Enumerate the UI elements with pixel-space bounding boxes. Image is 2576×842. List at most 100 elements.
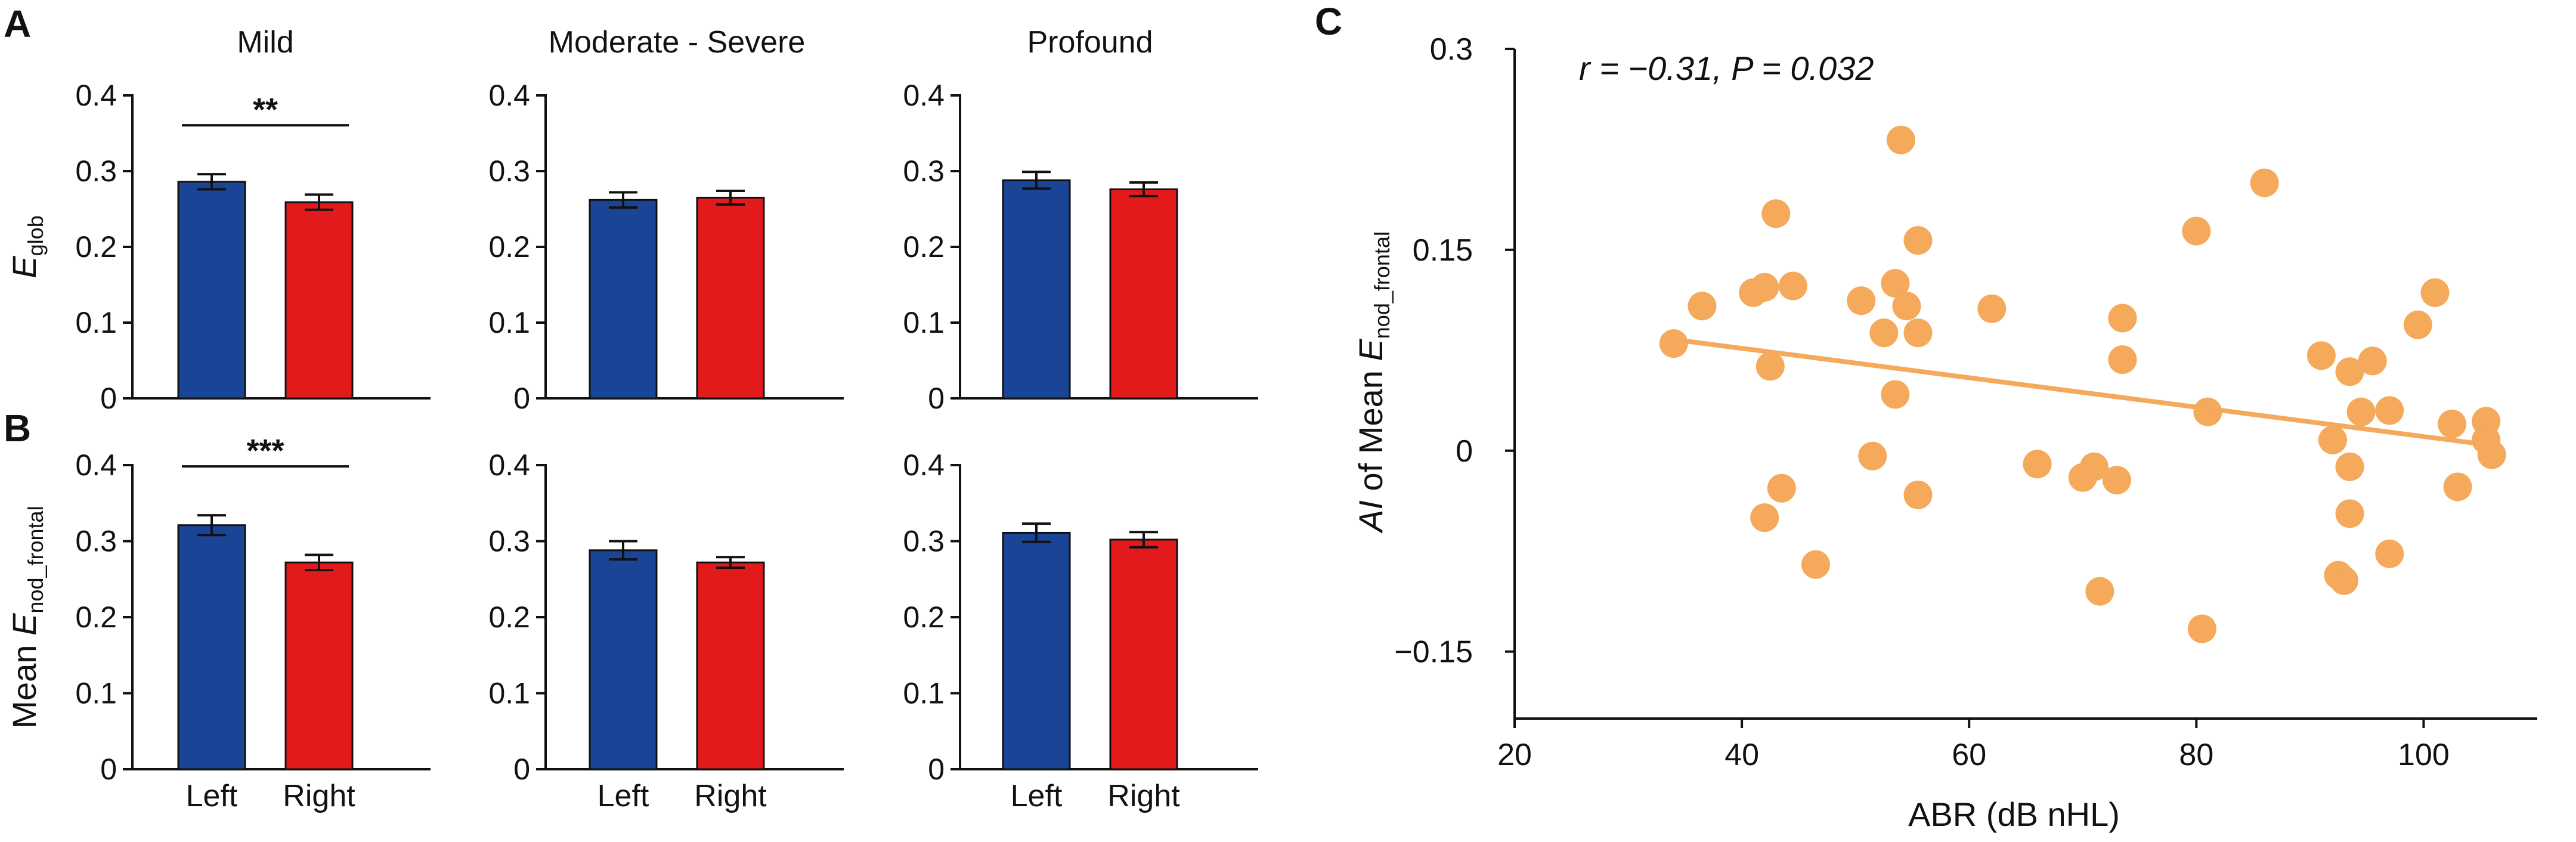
panel-title: Moderate - Severe — [549, 25, 806, 60]
panel-letter-c: C — [1315, 0, 1342, 43]
data-point — [1881, 380, 1910, 409]
data-point — [2182, 216, 2211, 246]
data-point — [2102, 466, 2131, 495]
data-point — [2375, 539, 2404, 568]
y-tick-label: 0.1 — [903, 306, 945, 339]
y-tick-label: 0.4 — [903, 448, 945, 482]
x-tick-label: Right — [283, 779, 355, 813]
data-point — [1767, 473, 1796, 503]
data-point — [1858, 441, 1887, 470]
y-tick-label: 0 — [513, 753, 530, 786]
regression-line — [1673, 337, 2493, 448]
y-tick-label: 0.1 — [488, 677, 530, 710]
bar-panel-4: 0 0.1 0.2 0.3 0.4 Left Right *** — [75, 433, 431, 813]
data-point — [2403, 310, 2432, 339]
data-point — [2250, 168, 2279, 197]
data-point — [2438, 409, 2467, 438]
data-point — [1778, 271, 1807, 301]
y-tick-label: 0.15 — [1413, 233, 1473, 268]
bar-panel-3: 0 0.1 0.2 0.3 0.4 Profound — [903, 25, 1258, 415]
data-point — [2318, 425, 2347, 454]
y-tick-label: 0.2 — [75, 600, 117, 634]
bar-panel-6: 0 0.1 0.2 0.3 0.4 Left Right — [903, 448, 1258, 813]
y-tick-label: 0 — [100, 753, 117, 786]
data-point — [2085, 577, 2114, 606]
x-tick-label: 40 — [1724, 738, 1759, 772]
bar-right — [284, 561, 354, 770]
data-point — [1903, 226, 1933, 255]
y-tick-label: 0.3 — [75, 154, 117, 188]
data-point — [1869, 318, 1899, 348]
bar-panel-1: 0 0.1 0.2 0.3 0.4 Mild ** — [75, 25, 431, 415]
x-tick-label: Right — [694, 779, 767, 813]
y-tick-label: 0 — [928, 382, 945, 415]
x-tick-label: 100 — [2398, 738, 2450, 772]
y-tick-label: 0.2 — [903, 600, 945, 634]
data-point — [2335, 452, 2364, 481]
data-point — [2358, 346, 2387, 376]
bar-left — [589, 199, 658, 400]
bar-panel-5: 0 0.1 0.2 0.3 0.4 Left Right — [488, 448, 844, 813]
bar-right — [696, 196, 765, 400]
y-tick-label: 0.4 — [903, 79, 945, 112]
y-tick-label: 0.4 — [75, 79, 117, 112]
bar-left — [177, 181, 246, 400]
bar-left — [177, 524, 246, 770]
y-tick-label: 0.4 — [488, 448, 530, 482]
y-tick-label: 0 — [1456, 434, 1473, 469]
y-tick-label: 0.3 — [1430, 32, 1473, 67]
y-tick-label: 0 — [928, 753, 945, 786]
data-point — [1688, 292, 1717, 321]
x-tick-label: Left — [597, 779, 649, 813]
panel-title: Mild — [237, 25, 293, 60]
y-tick-label: 0 — [100, 382, 117, 415]
y-axis-label: AI of Mean Enod_frontal — [1352, 231, 1394, 534]
data-point — [1847, 286, 1876, 315]
data-point — [1750, 503, 1779, 533]
y-tick-label: 0.3 — [488, 154, 530, 188]
data-point — [2335, 499, 2364, 528]
data-point — [2477, 440, 2506, 469]
x-tick-label: 20 — [1497, 738, 1532, 772]
y-tick-label: 0.4 — [75, 448, 117, 482]
data-point — [1977, 294, 2007, 323]
bar-panel-2: 0 0.1 0.2 0.3 0.4 Moderate - Severe — [488, 25, 844, 415]
data-point — [2335, 357, 2364, 386]
data-point — [1903, 480, 1933, 509]
y-tick-label: 0.3 — [488, 525, 530, 558]
panel-letter-a: A — [4, 2, 31, 45]
data-point — [2375, 396, 2404, 425]
y-tick-label: 0.2 — [75, 230, 117, 264]
data-point — [2023, 450, 2052, 479]
data-point — [1886, 125, 1915, 154]
row-a-ylabel: Eglob — [5, 215, 48, 278]
y-tick-label: 0.3 — [75, 525, 117, 558]
x-tick-label: 60 — [1952, 738, 1986, 772]
data-point — [2306, 341, 2336, 370]
data-point — [1755, 352, 1785, 381]
bar-right — [1109, 188, 1178, 400]
y-tick-label: 0 — [513, 382, 530, 415]
x-tick-label: 80 — [2179, 738, 2213, 772]
y-tick-label: −0.15 — [1394, 635, 1473, 670]
y-tick-label: 0.1 — [903, 677, 945, 710]
data-point — [2330, 566, 2359, 595]
bar-right — [1109, 538, 1178, 770]
bar-left — [589, 549, 658, 770]
data-point — [2108, 345, 2137, 374]
panel-letter-b: B — [4, 407, 31, 450]
correlation-annotation: r = −0.31, P = 0.032 — [1579, 49, 1874, 87]
data-point — [1881, 269, 1910, 298]
bar-left — [1002, 179, 1071, 400]
y-tick-label: 0.1 — [75, 306, 117, 339]
y-tick-label: 0.2 — [488, 600, 530, 634]
row-b-ylabel: Mean Enod_frontal — [5, 506, 48, 728]
data-point — [1903, 318, 1933, 348]
y-tick-label: 0.2 — [488, 230, 530, 264]
y-tick-label: 0.2 — [903, 230, 945, 264]
bar-right — [696, 561, 765, 770]
data-point — [2079, 452, 2109, 481]
scatter-panel-c: 0.3 0.15 0 −0.15 20 40 60 80 100 ABR (dB nHL) AI o… — [1352, 32, 2537, 833]
bar-right — [284, 201, 354, 400]
